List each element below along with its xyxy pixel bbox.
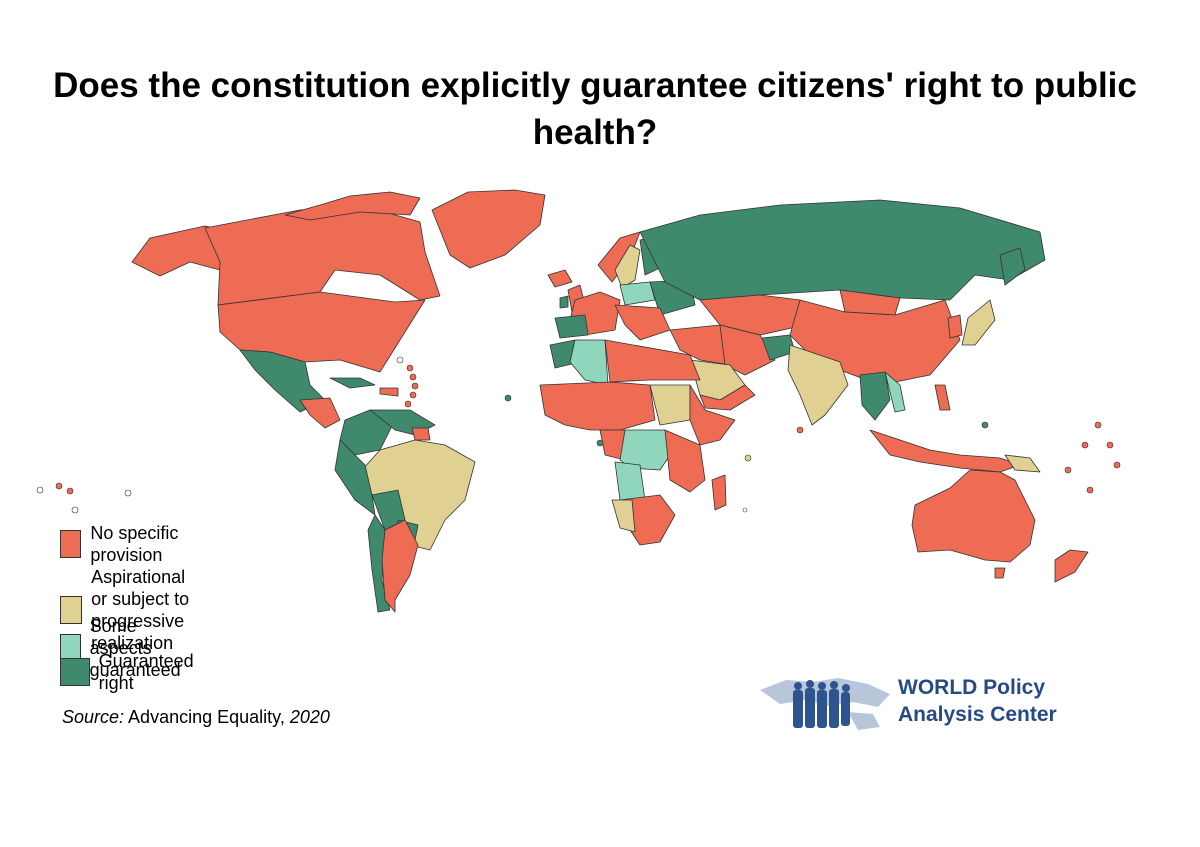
island-marker <box>742 507 748 513</box>
region-ireland <box>559 295 569 309</box>
region-argentina <box>381 519 419 613</box>
island-marker <box>504 394 512 402</box>
island-marker <box>1081 441 1089 449</box>
region-india <box>787 344 849 426</box>
island-marker <box>981 421 989 429</box>
region-australia <box>911 469 1036 563</box>
map-title: Does the constitution explicitly guarant… <box>53 66 1137 152</box>
legend-item-some-aspects: Some aspects guaranteed <box>60 615 198 681</box>
island-marker <box>409 391 417 399</box>
island-marker <box>411 382 419 390</box>
island-marker <box>66 487 74 495</box>
region-italy-balkans <box>614 304 671 341</box>
region-russia <box>639 199 1046 301</box>
source-prefix: Source: <box>62 707 125 727</box>
region-korea <box>947 314 963 339</box>
source-note: Source: Advancing Equality, 2020 <box>62 707 330 728</box>
legend-item-guaranteed: Guaranteed right <box>60 650 202 694</box>
island-marker <box>36 486 44 494</box>
region-new-zealand <box>1054 549 1089 583</box>
region-angola <box>614 461 646 501</box>
brand-name: WORLD Policy Analysis Center <box>898 676 1057 726</box>
region-suriname <box>411 427 431 441</box>
legend-label: Aspirational or subject to progressive r… <box>91 567 190 653</box>
region-cuba <box>329 377 376 389</box>
region-greenland <box>431 189 546 269</box>
region-philippines <box>934 384 951 411</box>
region-usa <box>217 291 426 373</box>
island-marker <box>1064 466 1072 474</box>
island-marker <box>1094 421 1102 429</box>
legend-swatch <box>60 596 83 624</box>
legend-swatch <box>60 530 82 558</box>
island-marker <box>596 439 604 447</box>
island-marker <box>1106 441 1114 449</box>
source-text: Advancing Equality, <box>124 707 290 727</box>
region-west-africa <box>539 381 656 431</box>
region-algeria <box>569 339 609 386</box>
region-indonesia <box>869 429 1021 473</box>
island-marker <box>406 364 414 372</box>
region-japan <box>961 299 996 346</box>
island-marker <box>396 356 404 364</box>
region-madagascar <box>711 474 727 511</box>
region-east-africa <box>664 429 706 493</box>
region-north-africa <box>604 339 701 383</box>
brand-logo: WORLD Policy Analysis Center <box>758 672 1088 734</box>
region-sudan <box>649 384 691 426</box>
island-marker <box>55 482 63 490</box>
legend-label: No specific provision <box>90 523 179 565</box>
legend-label: Guaranteed right <box>98 651 194 693</box>
legend-item-no-provision: No specific provision <box>60 522 179 566</box>
region-southeast-asia <box>859 371 891 421</box>
people-over-world-map-logo <box>760 678 890 730</box>
region-tasmania <box>994 567 1006 579</box>
region-kamchatka <box>999 247 1026 286</box>
region-png <box>1004 454 1041 473</box>
region-horn-of-africa <box>689 384 736 446</box>
region-central-america <box>299 397 341 429</box>
region-vietnam <box>884 371 906 413</box>
island-marker <box>744 454 752 462</box>
legend-item-aspirational: Aspirational or subject to progressive r… <box>60 566 201 654</box>
island-marker <box>796 426 804 434</box>
region-hispaniola <box>379 387 399 397</box>
island-marker <box>1113 461 1121 469</box>
region-yemen-oman <box>699 384 756 411</box>
region-iberia <box>554 314 589 339</box>
region-iran <box>719 324 776 376</box>
region-norway <box>597 231 641 283</box>
region-canada-islands <box>284 191 421 221</box>
island-marker <box>124 489 132 497</box>
region-central-europe <box>619 281 656 306</box>
region-iceland <box>547 269 573 288</box>
island-marker <box>71 506 79 514</box>
source-year: 2020 <box>289 707 330 727</box>
island-marker <box>1086 486 1094 494</box>
legend-label: Some aspects guaranteed <box>89 616 181 680</box>
legend-swatch <box>60 658 90 686</box>
region-canada <box>204 204 441 306</box>
island-marker <box>409 373 417 381</box>
region-namibia <box>611 499 636 533</box>
island-marker <box>404 400 412 408</box>
